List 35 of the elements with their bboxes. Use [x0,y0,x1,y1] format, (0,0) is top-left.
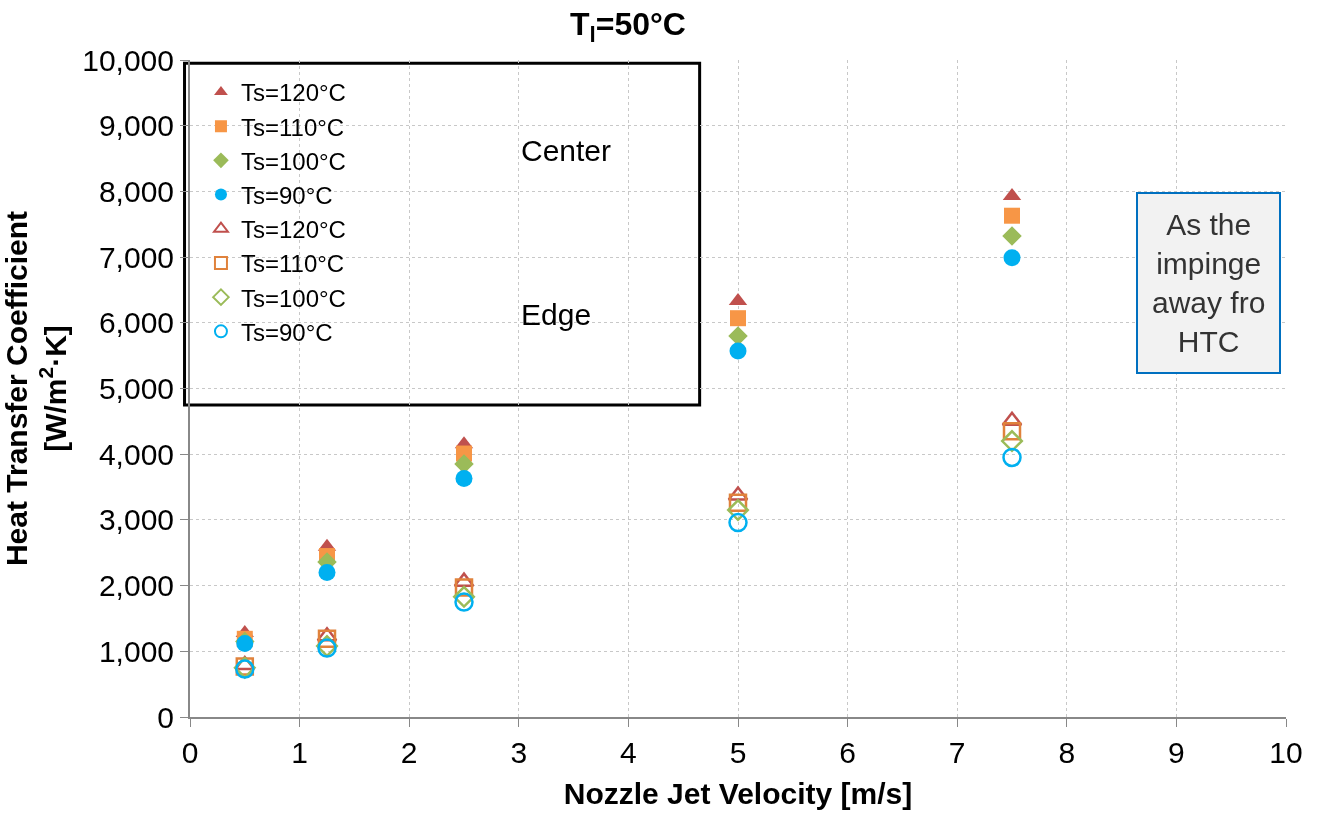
annotation: As the impinge away fro HTC [1152,208,1266,358]
x-tick-label: 0 [181,736,199,769]
legend-label: Ts=90°C [240,318,333,346]
legend-label: Ts=100°C [240,284,346,312]
chart-title: T$_{l}$=50°C [569,5,686,47]
legend-label: Ts=90°C [240,181,333,209]
y-tick-label: 3,000 [98,503,174,537]
x-tick-label: 5 [729,736,747,769]
y-tick-label: 6,000 [98,306,174,340]
legend-label: Ts=110°C [240,113,345,141]
annotation: Edge [521,298,592,331]
y-tick-label: 5,000 [98,372,174,405]
y-tick-label: 4,000 [98,437,174,471]
y-tick-label: 7,000 [98,240,174,274]
y-tick-label: 10,000 [82,43,174,77]
legend-label: Ts=120°C [240,79,346,107]
annotation: Center [521,134,612,167]
x-tick-label: 6 [839,736,856,769]
y-tick-label: 8,000 [98,174,174,208]
legend-label: Ts=120°C [240,216,346,244]
x-tick-label: 4 [620,736,637,769]
legend-label: Ts=110°C [240,250,345,278]
y-tick-label: 2,000 [98,569,174,603]
x-axis-title: Nozzle Jet Velocity [m/s] [563,777,913,810]
x-tick-label: 9 [1168,736,1185,769]
x-tick-label: 1 [291,736,308,769]
x-tick-label: 3 [510,736,528,769]
y-tick-label: 9,000 [98,109,174,143]
y-tick-label: 1,000 [98,634,174,668]
legend-label: Ts=100°C [240,147,346,175]
y-tick-label: 0 [157,700,174,734]
x-tick-label: 7 [948,736,966,769]
x-tick-label: 2 [400,736,418,769]
x-tick-label: 8 [1058,736,1076,769]
x-tick-label: 10 [1269,736,1303,769]
